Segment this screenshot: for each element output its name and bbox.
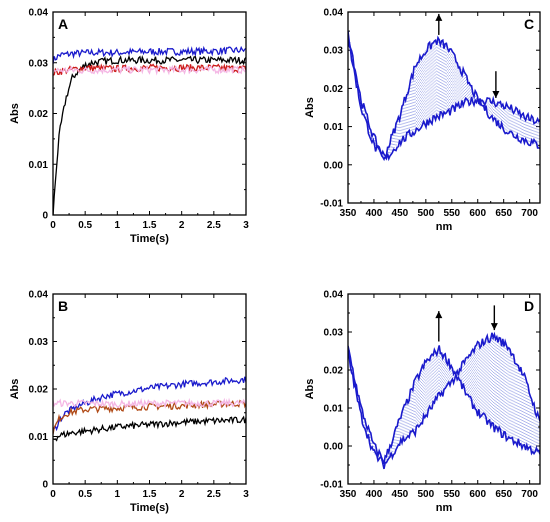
x-tick-label: 500	[417, 208, 434, 219]
panel-b: 0 0.01 0.02 0.03 0.04 0 0.5 1 1.5 2 2.5 3 B Time(s) Ab…	[9, 290, 249, 515]
series-line	[53, 399, 246, 435]
x-tick-label: 700	[521, 489, 538, 500]
panel-d: -0.01 0.00 0.01 0.02 0.03 0.04 350 400 450 500 550…	[304, 290, 541, 514]
y-tick-label: 0.02	[324, 366, 344, 377]
y-tick-label: 0	[42, 211, 48, 222]
panel-c: -0.01 0.00 0.01 0.02 0.03 0.04 350 400 450 500 550…	[304, 8, 541, 233]
panel-label: D	[524, 298, 534, 314]
x-axis-label: Time(s)	[130, 233, 169, 245]
x-tick-label: 600	[469, 208, 486, 219]
series-line	[348, 41, 540, 162]
y-tick-label: 0.04	[29, 290, 49, 301]
x-tick-label: 600	[469, 489, 486, 500]
x-tick-label: 2.5	[207, 220, 221, 231]
y-tick-label: 0.00	[324, 442, 344, 453]
y-tick-label: 0.02	[29, 385, 49, 396]
arrow-head	[435, 13, 443, 21]
series-line	[53, 63, 246, 76]
panel-label: B	[58, 298, 68, 314]
x-tick-label: 1.5	[143, 489, 157, 500]
x-axis-label: Time(s)	[130, 502, 169, 514]
plot-area	[53, 376, 246, 442]
x-tick-label: 2	[179, 220, 185, 231]
plot-frame	[52, 293, 247, 485]
y-tick-label: 0.03	[29, 58, 49, 69]
x-tick-label: 550	[443, 208, 460, 219]
x-tick-label: 400	[366, 208, 383, 219]
x-tick-label: 400	[366, 489, 383, 500]
y-tick-label: 0.01	[324, 404, 344, 415]
x-tick-label: 450	[392, 208, 409, 219]
x-tick-label: 2	[179, 489, 185, 500]
x-tick-label: 450	[392, 489, 409, 500]
plot-frame	[52, 11, 247, 216]
y-axis-label: Abs	[9, 103, 21, 124]
series-line	[348, 31, 540, 158]
x-axis-label: nm	[436, 502, 453, 514]
y-tick-label: 0.01	[29, 432, 49, 443]
x-tick-label: 350	[340, 489, 357, 500]
x-tick-label: 650	[495, 208, 512, 219]
x-tick-label: 0.5	[78, 489, 92, 500]
y-tick-label: -0.01	[320, 480, 343, 491]
x-tick-label: 1.5	[143, 220, 157, 231]
x-tick-label: 500	[417, 489, 434, 500]
y-tick-label: 0	[42, 480, 48, 491]
x-tick-label: 700	[521, 208, 538, 219]
panel-a: 0 0.01 0.02 0.03 0.04 0 0.5 1 1.5 2 2.5 3 A Time(s) Ab…	[9, 8, 249, 246]
y-tick-label: 0.02	[324, 84, 344, 95]
y-tick-label: 0.01	[324, 122, 344, 133]
arrow-head	[492, 90, 500, 98]
y-tick-label: 0.03	[324, 328, 344, 339]
y-axis-label: Abs	[9, 379, 21, 400]
y-tick-label: 0.02	[29, 109, 49, 120]
arrow-head	[435, 311, 443, 319]
x-tick-label: 3	[243, 220, 249, 231]
x-tick-label: 0	[50, 220, 56, 231]
y-tick-label: 0.01	[29, 160, 49, 171]
series-line	[53, 397, 246, 409]
series-line	[53, 45, 246, 64]
y-tick-label: 0.03	[29, 337, 49, 348]
y-tick-label: 0.00	[324, 160, 344, 171]
panel-label: C	[524, 16, 534, 32]
plot-frame	[347, 293, 541, 485]
x-tick-label: 1	[115, 489, 121, 500]
series-line	[53, 415, 246, 442]
plot-area	[53, 45, 246, 215]
x-tick-label: 550	[443, 489, 460, 500]
y-tick-label: 0.04	[324, 290, 344, 301]
series-line	[53, 64, 246, 76]
arrow-head	[490, 323, 498, 331]
y-axis-label: Abs	[304, 379, 316, 400]
x-tick-label: 650	[495, 489, 512, 500]
y-tick-label: 0.03	[324, 46, 344, 57]
x-axis-label: nm	[436, 221, 453, 233]
y-axis-label: Abs	[304, 97, 316, 118]
x-tick-label: 3	[243, 489, 249, 500]
series-line	[348, 345, 540, 465]
series-line	[348, 331, 540, 470]
x-tick-label: 0	[50, 489, 56, 500]
x-tick-label: 350	[340, 208, 357, 219]
plot-area	[348, 331, 540, 470]
panel-label: A	[58, 16, 68, 32]
x-tick-label: 2.5	[207, 489, 221, 500]
y-tick-label: -0.01	[320, 199, 343, 210]
y-tick-label: 0.04	[29, 8, 49, 19]
plot-frame	[347, 11, 541, 204]
series-line	[53, 54, 246, 215]
plot-area	[348, 31, 540, 162]
x-tick-label: 1	[115, 220, 121, 231]
x-tick-label: 0.5	[78, 220, 92, 231]
y-tick-label: 0.04	[324, 8, 344, 19]
